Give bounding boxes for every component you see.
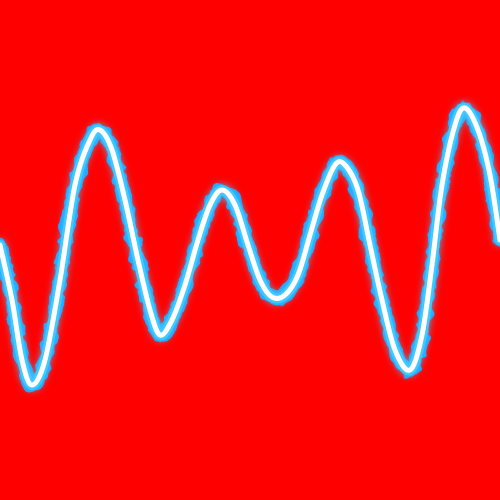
wave-core-line [0,105,500,388]
glowing-wave [0,100,500,392]
